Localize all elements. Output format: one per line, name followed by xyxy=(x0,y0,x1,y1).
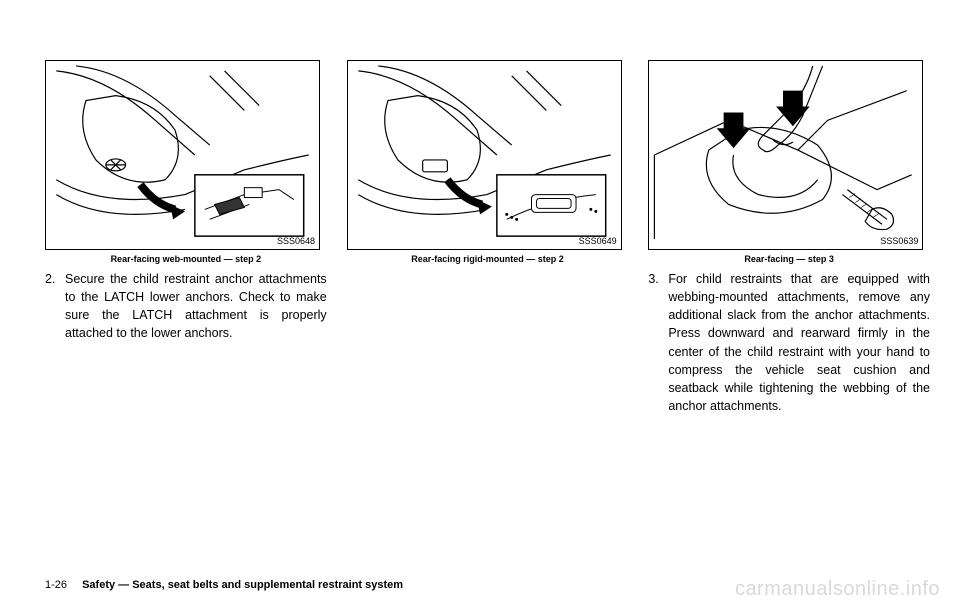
figure-id-1: SSS0648 xyxy=(277,236,315,246)
figure-id-2: SSS0649 xyxy=(579,236,617,246)
column-1: SSS0648 Rear-facing web-mounted — step 2… xyxy=(45,60,327,415)
caption-2: Rear-facing rigid-mounted — step 2 xyxy=(347,254,629,264)
page-number: 1-26 xyxy=(45,579,67,591)
page-content: SSS0648 Rear-facing web-mounted — step 2… xyxy=(0,0,960,435)
figure-1: SSS0648 xyxy=(45,60,320,250)
page-footer: 1-26 Safety — Seats, seat belts and supp… xyxy=(45,579,403,591)
figure-3: SSS0639 xyxy=(648,60,923,250)
caption-3: Rear-facing — step 3 xyxy=(648,254,930,264)
step-text-3: 3. For child restraints that are equippe… xyxy=(648,270,930,415)
watermark: carmanualsonline.info xyxy=(735,578,940,601)
section-title: Safety — Seats, seat belts and supplemen… xyxy=(82,579,403,591)
step-number-3: 3. xyxy=(648,270,668,415)
step-number-1: 2. xyxy=(45,270,65,343)
illustration-seat-rigid xyxy=(348,61,621,249)
column-2: SSS0649 Rear-facing rigid-mounted — step… xyxy=(347,60,629,415)
step-para-3: For child restraints that are equipped w… xyxy=(668,270,930,415)
step-text-1: 2. Secure the child restraint anchor att… xyxy=(45,270,327,343)
illustration-seat-web xyxy=(46,61,319,249)
figure-2: SSS0649 xyxy=(347,60,622,250)
caption-1: Rear-facing web-mounted — step 2 xyxy=(45,254,327,264)
step-para-1: Secure the child restraint anchor attach… xyxy=(65,270,327,343)
column-3: SSS0639 Rear-facing — step 3 3. For chil… xyxy=(648,60,930,415)
illustration-press-down xyxy=(649,61,922,249)
figure-id-3: SSS0639 xyxy=(880,236,918,246)
